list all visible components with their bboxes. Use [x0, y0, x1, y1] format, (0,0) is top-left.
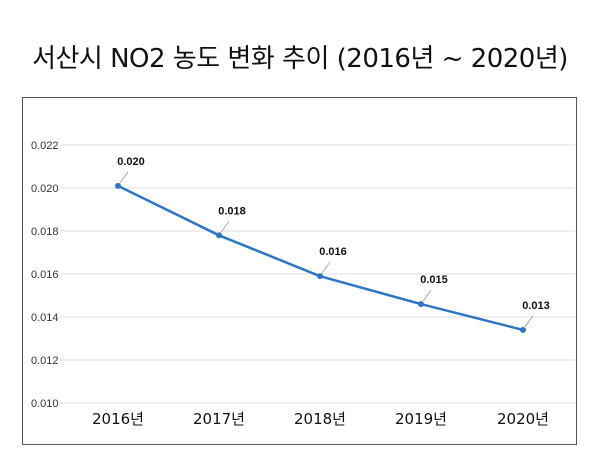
- y-tick-label: 0.020: [31, 183, 59, 195]
- y-tick-label: 0.022: [31, 140, 59, 152]
- data-label: 0.018: [218, 205, 246, 217]
- data-label-leader: [220, 221, 230, 233]
- data-label: 0.015: [420, 274, 448, 286]
- data-label-leader: [119, 171, 129, 184]
- x-tick-label: 2019년: [395, 410, 447, 428]
- x-tick-label: 2016년: [92, 410, 144, 428]
- y-tick-label: 0.010: [31, 398, 59, 410]
- data-label-leader: [524, 315, 534, 328]
- data-point: [418, 301, 424, 308]
- data-label-leader: [321, 261, 331, 274]
- data-point: [520, 326, 526, 333]
- x-tick-label: 2020년: [497, 410, 549, 428]
- x-tick-label: 2017년: [193, 410, 245, 428]
- chart-frame: [22, 97, 577, 445]
- data-label-leader: [422, 289, 432, 302]
- y-tick-label: 0.016: [31, 269, 59, 281]
- y-tick-label: 0.018: [31, 226, 59, 238]
- data-point: [317, 273, 323, 280]
- data-point: [115, 182, 121, 189]
- y-tick-label: 0.014: [31, 312, 59, 324]
- data-label: 0.016: [319, 246, 347, 258]
- chart-title: 서산시 NO2 농도 변화 추이 (2016년 ~ 2020년): [32, 44, 568, 74]
- x-tick-label: 2018년: [294, 410, 346, 428]
- y-tick-label: 0.012: [31, 355, 59, 367]
- data-label: 0.013: [522, 300, 550, 312]
- data-point: [216, 232, 222, 239]
- data-label: 0.020: [117, 156, 145, 168]
